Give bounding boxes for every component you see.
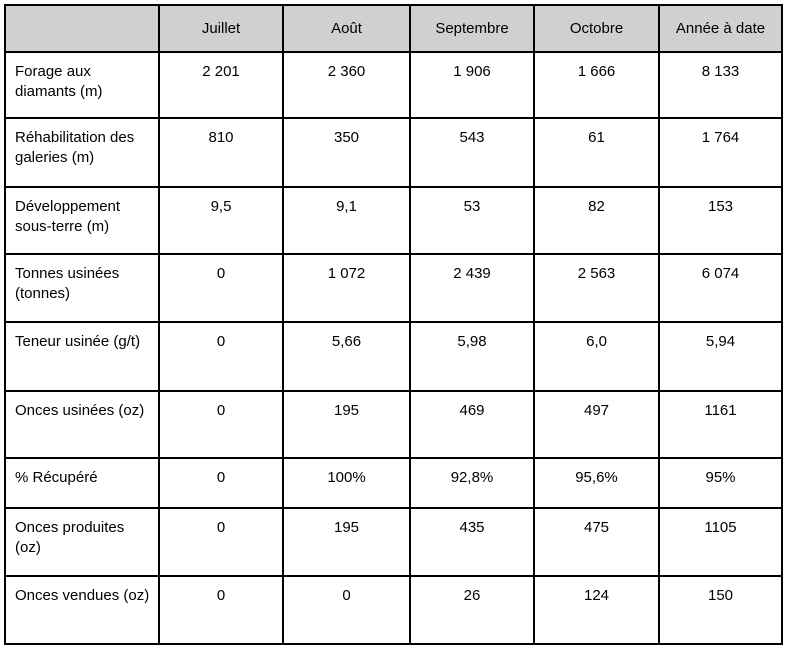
row-label: Onces vendues (oz) (4, 575, 160, 645)
table-cell: 1 906 (409, 51, 535, 119)
row-label: Tonnes usinées (tonnes) (4, 253, 160, 323)
table-cell: 61 (533, 117, 660, 188)
table-cell: 95% (658, 457, 783, 509)
row-label: Réhabilitation des galeries (m) (4, 117, 160, 188)
row-label: Onces usinées (oz) (4, 390, 160, 459)
table-cell: 0 (282, 575, 411, 645)
table-cell: 435 (409, 507, 535, 577)
table-cell: 1 666 (533, 51, 660, 119)
table-row-forage: Forage aux diamants (m) 2 201 2 360 1 90… (4, 51, 783, 119)
table-cell: 810 (158, 117, 284, 188)
table-cell: 92,8% (409, 457, 535, 509)
table-cell: 150 (658, 575, 783, 645)
table-cell: 195 (282, 390, 411, 459)
table-cell: 5,94 (658, 321, 783, 392)
table-cell: 543 (409, 117, 535, 188)
row-label: Onces produites (oz) (4, 507, 160, 577)
table-cell: 100% (282, 457, 411, 509)
table-cell: 2 360 (282, 51, 411, 119)
table-row-tonnes-usinees: Tonnes usinées (tonnes) 0 1 072 2 439 2 … (4, 253, 783, 323)
table-row-developpement: Développement sous-terre (m) 9,5 9,1 53 … (4, 186, 783, 255)
table-cell: 82 (533, 186, 660, 255)
table-row-teneur-usinee: Teneur usinée (g/t) 0 5,66 5,98 6,0 5,94 (4, 321, 783, 392)
table-cell: 195 (282, 507, 411, 577)
table-cell: 350 (282, 117, 411, 188)
table-cell: 124 (533, 575, 660, 645)
table-header-row: Juillet Août Septembre Octobre Année à d… (4, 4, 783, 53)
table-cell: 26 (409, 575, 535, 645)
table-cell: 475 (533, 507, 660, 577)
column-header-septembre: Septembre (409, 4, 535, 53)
production-table: Juillet Août Septembre Octobre Année à d… (4, 4, 783, 645)
table-cell: 8 133 (658, 51, 783, 119)
table-cell: 0 (158, 457, 284, 509)
column-header-annee-a-date: Année à date (658, 4, 783, 53)
table-row-rehabilitation: Réhabilitation des galeries (m) 810 350 … (4, 117, 783, 188)
table-cell: 0 (158, 507, 284, 577)
table-cell: 153 (658, 186, 783, 255)
table-row-onces-usinees: Onces usinées (oz) 0 195 469 497 1161 (4, 390, 783, 459)
table-cell: 6 074 (658, 253, 783, 323)
table-cell: 0 (158, 321, 284, 392)
row-label: % Récupéré (4, 457, 160, 509)
table-row-onces-vendues: Onces vendues (oz) 0 0 26 124 150 (4, 575, 783, 645)
column-header-octobre: Octobre (533, 4, 660, 53)
table-cell: 9,5 (158, 186, 284, 255)
table-cell: 1105 (658, 507, 783, 577)
table-cell: 1161 (658, 390, 783, 459)
table-cell: 53 (409, 186, 535, 255)
table-cell: 95,6% (533, 457, 660, 509)
table-cell: 0 (158, 575, 284, 645)
table-cell: 497 (533, 390, 660, 459)
table-cell: 2 563 (533, 253, 660, 323)
row-label: Forage aux diamants (m) (4, 51, 160, 119)
table-cell: 5,66 (282, 321, 411, 392)
table-cell: 1 072 (282, 253, 411, 323)
table-cell: 0 (158, 390, 284, 459)
table-cell: 1 764 (658, 117, 783, 188)
table-cell: 6,0 (533, 321, 660, 392)
table-row-onces-produites: Onces produites (oz) 0 195 435 475 1105 (4, 507, 783, 577)
row-label: Développement sous-terre (m) (4, 186, 160, 255)
table-cell: 5,98 (409, 321, 535, 392)
column-header-juillet: Juillet (158, 4, 284, 53)
corner-header-cell (4, 4, 160, 53)
column-header-aout: Août (282, 4, 411, 53)
table-cell: 0 (158, 253, 284, 323)
row-label: Teneur usinée (g/t) (4, 321, 160, 392)
table-cell: 469 (409, 390, 535, 459)
table-cell: 9,1 (282, 186, 411, 255)
table-row-pct-recupere: % Récupéré 0 100% 92,8% 95,6% 95% (4, 457, 783, 509)
table-cell: 2 439 (409, 253, 535, 323)
table-cell: 2 201 (158, 51, 284, 119)
